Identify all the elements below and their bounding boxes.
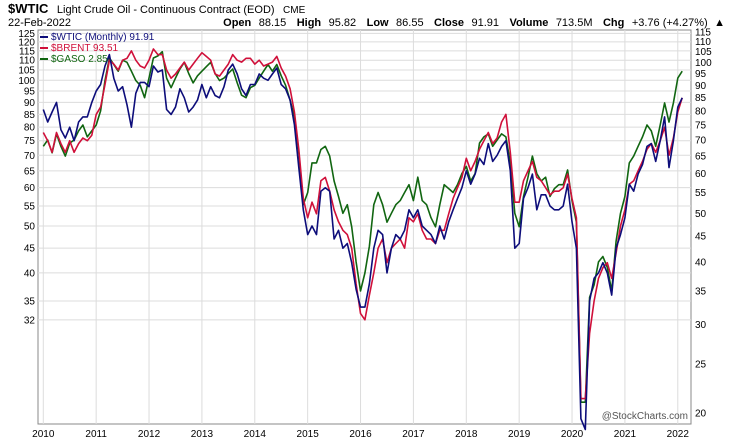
low-value: 86.55 — [396, 17, 424, 29]
left-tick-label: 95 — [24, 87, 36, 98]
open-value: 88.15 — [259, 17, 287, 29]
left-tick-label: 60 — [24, 183, 36, 194]
grid-vertical — [42, 30, 679, 424]
right-tick-label: 65 — [695, 152, 707, 163]
date-label: 22-Feb-2022 — [8, 17, 71, 29]
x-tick-label: 2011 — [85, 429, 107, 440]
x-tick-label: 2018 — [455, 429, 478, 440]
header-row-1: $WTIC Light Crude Oil - Continuous Contr… — [8, 0, 306, 17]
x-tick-label: 2012 — [138, 429, 161, 440]
left-tick-label: 80 — [24, 123, 36, 134]
left-tick-label: 90 — [24, 98, 36, 109]
chg-value: +3.76 (+4.27%) — [632, 17, 708, 29]
right-tick-label: 110 — [695, 37, 711, 48]
x-tick-label: 2013 — [191, 429, 214, 440]
left-tick-label: 40 — [24, 268, 36, 279]
plot-frame — [37, 29, 692, 425]
left-tick-label: 55 — [24, 201, 36, 212]
right-tick-label: 40 — [695, 257, 707, 268]
chg-up-arrow-icon: ▲ — [714, 17, 725, 29]
right-tick-label: 30 — [695, 320, 707, 331]
volume-label: Volume — [509, 17, 548, 29]
left-tick-label: 45 — [24, 244, 36, 255]
right-tick-label: 50 — [695, 209, 707, 220]
x-tick-label: 2019 — [508, 429, 531, 440]
right-tick-label: 75 — [695, 120, 707, 131]
right-tick-label: 115 — [695, 27, 711, 38]
x-tick-label: 2010 — [32, 429, 55, 440]
left-tick-label: 105 — [18, 65, 35, 76]
right-tick-label: 105 — [695, 47, 712, 58]
chg-label: Chg — [603, 17, 624, 29]
right-tick-label: 100 — [695, 58, 712, 69]
right-tick-label: 25 — [695, 360, 707, 371]
open-label: Open — [223, 17, 251, 29]
left-tick-label: 100 — [18, 76, 35, 87]
legend: $WTIC (Monthly) 91.91$BRENT 93.51$GASO 2… — [40, 32, 155, 65]
left-tick-label: 115 — [19, 46, 35, 57]
left-tick-label: 110 — [19, 56, 35, 67]
left-tick-label: 32 — [24, 315, 36, 326]
right-tick-label: 55 — [695, 188, 707, 199]
series-layer — [42, 48, 683, 431]
left-tick-label: 125 — [18, 29, 35, 40]
legend-entry: $BRENT 93.51 — [51, 43, 119, 54]
exchange: CME — [283, 5, 306, 16]
x-tick-label: 2021 — [614, 429, 637, 440]
high-value: 95.82 — [329, 17, 357, 29]
volume-value: 713.5M — [556, 17, 593, 29]
close-label: Close — [434, 17, 464, 29]
right-tick-label: 85 — [695, 93, 707, 104]
left-tick-label: 50 — [24, 222, 36, 233]
watermark: @StockCharts.com — [602, 411, 688, 422]
right-tick-label: 45 — [695, 232, 707, 243]
x-tick-label: 2020 — [561, 429, 584, 440]
right-tick-label: 95 — [695, 69, 707, 80]
series-line-brent — [42, 48, 683, 400]
left-tick-label: 70 — [24, 151, 36, 162]
high-label: High — [297, 17, 322, 29]
x-tick-label: 2016 — [349, 429, 372, 440]
left-tick-label: 75 — [24, 136, 36, 147]
legend-entry: $WTIC (Monthly) 91.91 — [51, 32, 155, 43]
left-tick-label: 120 — [18, 37, 35, 48]
x-tick-label: 2015 — [297, 429, 320, 440]
series-line-wtic — [42, 53, 683, 431]
right-tick-label: 35 — [695, 286, 707, 297]
ohlc-row: Open 88.15 High 95.82 Low 86.55 Close 91… — [223, 13, 725, 30]
low-label: Low — [367, 17, 389, 29]
left-tick-label: 85 — [24, 110, 36, 121]
x-tick-label: 2022 — [667, 429, 690, 440]
x-axis: 2010 2011 2012 2013 2014 2015 2016 2017 2018 2019… — [32, 429, 689, 440]
right-tick-label: 90 — [695, 81, 707, 92]
x-tick-label: 2014 — [244, 429, 267, 440]
description: Light Crude Oil - Continuous Contract (E… — [57, 4, 275, 16]
grid-horizontal — [38, 32, 691, 321]
left-tick-label: 65 — [24, 166, 36, 177]
legend-entry: $GASO 2.85 — [51, 54, 108, 65]
x-tick-label: 2017 — [402, 429, 425, 440]
right-tick-label: 60 — [695, 169, 707, 180]
left-tick-label: 35 — [24, 297, 36, 308]
right-tick-label: 70 — [695, 136, 707, 147]
right-tick-label: 80 — [695, 106, 707, 117]
symbol: $WTIC — [8, 1, 49, 16]
right-tick-label: 20 — [695, 408, 707, 419]
close-value: 91.91 — [471, 17, 499, 29]
